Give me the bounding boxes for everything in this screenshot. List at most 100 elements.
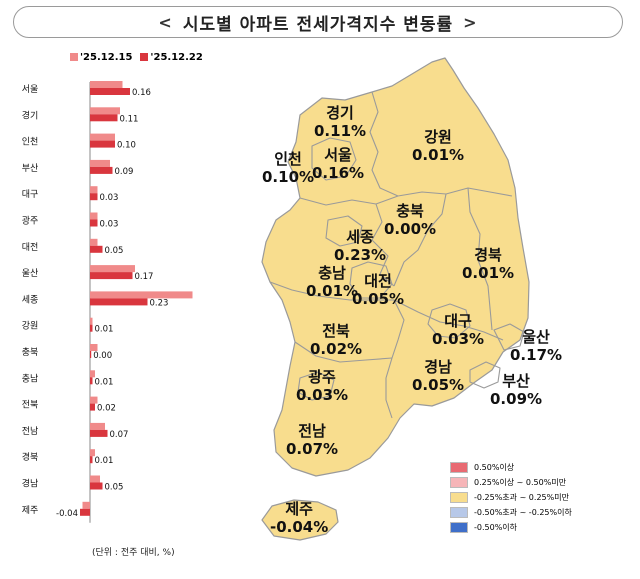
region-name: 부산 — [502, 372, 530, 390]
bar-value-label: 0.01 — [95, 377, 114, 387]
border-ulsan — [493, 323, 525, 351]
bar-value-label: 0.01 — [95, 325, 114, 335]
region-value: 0.11% — [314, 122, 367, 140]
border-gwangju — [297, 371, 335, 401]
border-gyeongbuk-south — [393, 299, 504, 341]
bar-prev — [90, 370, 95, 378]
bar-value-label: 0.05 — [105, 483, 124, 493]
region-name: 세종 — [346, 228, 374, 246]
region-value: 0.16% — [312, 164, 365, 182]
bar-value-label: 0.09 — [115, 167, 134, 177]
chart-title: < 시도별 아파트 전세가격지수 변동률 > — [13, 6, 623, 38]
bar-curr — [90, 456, 93, 464]
bar-value-label: 0.03 — [100, 193, 119, 203]
border-sejong — [325, 215, 363, 247]
region-name: 대전 — [364, 272, 392, 290]
region-name: 경남 — [424, 358, 452, 376]
border-seoul — [311, 137, 357, 181]
region-label-chungbuk: 충북 0.00% — [384, 202, 436, 238]
bar-prev — [90, 212, 98, 220]
bar-prev — [90, 317, 93, 325]
bar-value-label: 0.02 — [97, 404, 116, 414]
region-label-gwangju: 광주 0.03% — [296, 368, 348, 404]
region-name: 제주 — [285, 500, 313, 518]
bar-value-label: 0.03 — [100, 220, 119, 230]
bar-category-label: 서울 — [22, 84, 39, 95]
border-chungbuk-east — [393, 193, 447, 287]
bar-category-label: 경북 — [22, 451, 39, 463]
bar-prev — [90, 186, 98, 194]
bar-curr — [90, 351, 92, 358]
chevron-left-icon: < — [158, 12, 173, 32]
region-value: 0.01% — [412, 146, 465, 164]
region-label-gangwon: 강원 0.01% — [412, 128, 464, 164]
bar-prev — [90, 238, 98, 246]
bar-prev — [90, 107, 120, 115]
bar-prev — [90, 344, 98, 351]
region-value: 0.03% — [432, 330, 485, 348]
bar-category-label: 광주 — [22, 215, 39, 227]
legend-item-curr: '25.12.22 — [140, 52, 203, 63]
bar-category-label: 대전 — [22, 242, 39, 253]
map-legend-row: -0.50%초과 ~ -0.25%이하 — [450, 505, 572, 520]
bar-curr — [90, 429, 108, 437]
region-name: 인천 — [274, 150, 302, 168]
region-value: 0.07% — [286, 440, 339, 458]
bar-prev — [90, 265, 135, 273]
border-gyeongbuk-lines — [467, 187, 493, 331]
bar-curr — [90, 403, 95, 411]
bar-curr — [90, 377, 93, 385]
map-jeju-shape — [261, 499, 339, 541]
border-gangwon-south — [397, 187, 513, 197]
bar-curr — [90, 219, 98, 227]
region-value: 0.01% — [462, 264, 515, 282]
map-mainland-shape — [261, 57, 530, 477]
region-name: 경기 — [326, 104, 354, 122]
map-legend-swatch — [450, 477, 468, 488]
region-name: 전북 — [322, 322, 350, 340]
border-busan — [469, 361, 501, 389]
region-label-incheon: 인천 0.10% — [262, 150, 314, 186]
region-name: 대구 — [444, 312, 472, 330]
bar-value-label: -0.04 — [56, 509, 78, 519]
bar-value-label: 0.11 — [120, 114, 139, 124]
map-legend-swatch — [450, 492, 468, 503]
bar-curr — [90, 245, 103, 253]
map-legend-label: -0.25%초과 ~ 0.25%미만 — [474, 493, 569, 502]
region-value: 0.01% — [306, 282, 359, 300]
border-chungbuk-west — [371, 203, 395, 287]
bar-value-label: 0.01 — [95, 456, 114, 466]
bar-category-label: 경기 — [22, 109, 39, 121]
map-legend-swatch — [450, 522, 468, 533]
map-legend-swatch — [450, 507, 468, 518]
bar-prev — [90, 449, 95, 457]
bar-prev — [90, 396, 98, 404]
region-value: 0.17% — [510, 346, 563, 364]
bar-curr — [90, 193, 98, 201]
bar-prev — [90, 475, 100, 483]
border-chungnam-south — [269, 281, 394, 301]
bar-curr — [90, 166, 113, 174]
border-gyeonggi-south — [299, 195, 399, 206]
region-label-daejeon: 대전 0.05% — [352, 272, 404, 308]
region-label-ulsan: 울산 0.17% — [510, 328, 562, 364]
bar-category-label: 경남 — [22, 478, 39, 490]
region-name: 경북 — [474, 246, 502, 264]
chevron-right-icon: > — [463, 12, 478, 32]
bar-value-label: 0.00 — [93, 351, 112, 361]
legend-item-prev: '25.12.15 — [70, 52, 132, 63]
bar-curr — [90, 114, 118, 122]
region-label-seoul: 서울 0.16% — [312, 146, 364, 182]
legend-label-curr: '25.12.22 — [150, 52, 203, 63]
unit-note: (단위 : 전주 대비, %) — [92, 548, 175, 558]
region-value: 0.05% — [352, 290, 405, 308]
bar-category-label: 강원 — [22, 321, 39, 332]
bar-prev — [90, 291, 193, 299]
region-name: 강원 — [424, 128, 452, 146]
map-legend-label: -0.50%이하 — [474, 523, 518, 532]
region-name: 울산 — [522, 328, 550, 346]
border-jeonbuk-south — [294, 341, 393, 363]
bar-curr — [90, 140, 115, 148]
region-value: -0.04% — [270, 518, 329, 536]
region-value: 0.23% — [334, 246, 387, 264]
